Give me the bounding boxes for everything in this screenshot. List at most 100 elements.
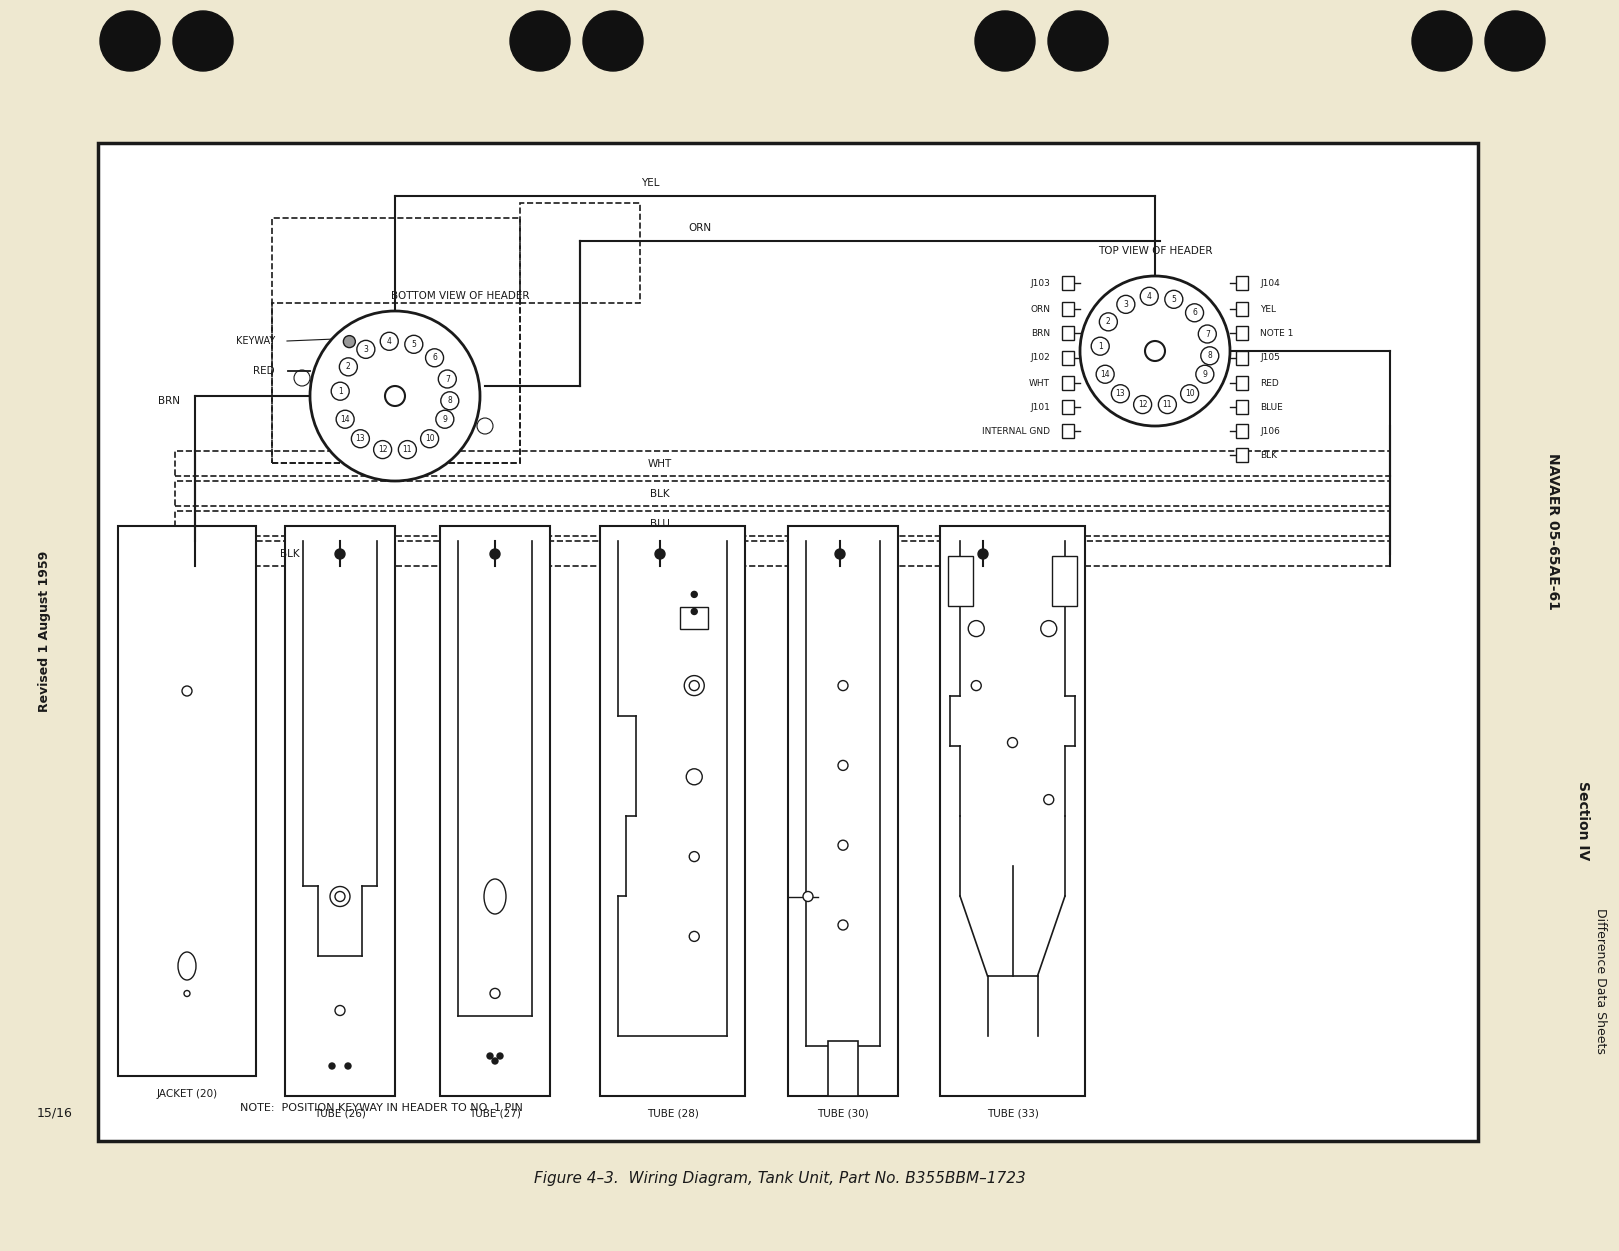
Text: YEL: YEL — [1260, 304, 1276, 314]
Text: 12: 12 — [377, 445, 387, 454]
Text: 10: 10 — [424, 434, 434, 443]
Bar — [1062, 400, 1073, 414]
Text: 9: 9 — [442, 415, 447, 424]
Text: 2: 2 — [346, 363, 351, 372]
Circle shape — [1091, 338, 1109, 355]
Text: 4: 4 — [387, 337, 392, 345]
Bar — [285, 525, 395, 1096]
Text: 8: 8 — [1208, 352, 1213, 360]
Bar — [272, 218, 520, 463]
Text: 10: 10 — [1185, 389, 1195, 398]
Circle shape — [491, 549, 500, 559]
Bar — [1052, 555, 1077, 605]
Text: TUBE (26): TUBE (26) — [314, 1108, 366, 1118]
Circle shape — [1196, 365, 1214, 383]
Text: 6: 6 — [1192, 308, 1196, 318]
Text: J104: J104 — [1260, 279, 1279, 288]
Text: BLK: BLK — [280, 549, 300, 559]
Circle shape — [583, 11, 643, 71]
Circle shape — [656, 549, 665, 559]
Text: J102: J102 — [1030, 354, 1051, 363]
Circle shape — [691, 608, 698, 614]
Bar — [118, 525, 256, 1076]
Circle shape — [686, 769, 703, 784]
Text: ORN: ORN — [688, 223, 712, 233]
Circle shape — [839, 841, 848, 851]
Text: 12: 12 — [1138, 400, 1148, 409]
Bar — [99, 143, 1478, 1141]
Circle shape — [1158, 395, 1177, 414]
Circle shape — [510, 11, 570, 71]
Bar — [175, 510, 1391, 535]
Circle shape — [436, 410, 453, 428]
Ellipse shape — [178, 952, 196, 980]
Text: RED: RED — [1260, 379, 1279, 388]
Circle shape — [340, 358, 358, 375]
Text: 13: 13 — [1115, 389, 1125, 398]
Text: BLK: BLK — [1260, 450, 1277, 459]
Bar — [1062, 424, 1073, 438]
Circle shape — [1198, 325, 1216, 343]
Circle shape — [380, 333, 398, 350]
Circle shape — [978, 549, 988, 559]
Circle shape — [975, 11, 1035, 71]
Text: 14: 14 — [340, 415, 350, 424]
Circle shape — [690, 932, 699, 942]
Text: NAVAER 05-65AE-61: NAVAER 05-65AE-61 — [1546, 453, 1561, 609]
Circle shape — [497, 1053, 504, 1060]
Text: INTERNAL GND: INTERNAL GND — [983, 427, 1051, 435]
Text: J105: J105 — [1260, 354, 1281, 363]
Circle shape — [1044, 794, 1054, 804]
Circle shape — [839, 761, 848, 771]
Bar — [1235, 327, 1248, 340]
Text: YEL: YEL — [641, 178, 659, 188]
Text: 1: 1 — [338, 387, 343, 395]
Text: Figure 4–3.  Wiring Diagram, Tank Unit, Part No. B355BBM–1723: Figure 4–3. Wiring Diagram, Tank Unit, P… — [534, 1171, 1026, 1186]
Text: 4: 4 — [1146, 291, 1151, 300]
Circle shape — [398, 440, 416, 459]
Ellipse shape — [484, 879, 507, 914]
Bar — [520, 203, 640, 303]
Text: KEYWAY: KEYWAY — [236, 337, 275, 347]
Circle shape — [343, 335, 355, 348]
Text: TUBE (28): TUBE (28) — [646, 1108, 698, 1118]
Circle shape — [329, 1063, 335, 1070]
Text: 2: 2 — [1106, 318, 1111, 327]
Circle shape — [487, 1053, 494, 1060]
Bar — [941, 525, 1085, 1096]
Circle shape — [351, 430, 369, 448]
Text: Difference Data Sheets: Difference Data Sheets — [1593, 908, 1606, 1053]
Circle shape — [335, 1006, 345, 1016]
Circle shape — [835, 549, 845, 559]
Circle shape — [335, 892, 345, 902]
Bar — [1235, 424, 1248, 438]
Bar — [1235, 400, 1248, 414]
Text: 13: 13 — [356, 434, 366, 443]
Bar — [827, 1041, 858, 1096]
Circle shape — [690, 852, 699, 862]
Text: ORN: ORN — [1030, 304, 1051, 314]
Text: 11: 11 — [403, 445, 413, 454]
Text: Section IV: Section IV — [1575, 782, 1590, 861]
Bar — [1235, 276, 1248, 290]
Circle shape — [385, 387, 405, 407]
Text: WHT: WHT — [1030, 379, 1051, 388]
Circle shape — [356, 340, 376, 358]
Circle shape — [1080, 276, 1230, 427]
Text: TOP VIEW OF HEADER: TOP VIEW OF HEADER — [1098, 246, 1213, 256]
Bar — [175, 452, 1391, 475]
Text: J101: J101 — [1030, 403, 1051, 412]
Circle shape — [1096, 365, 1114, 383]
Bar — [788, 525, 899, 1096]
Circle shape — [439, 370, 457, 388]
Bar — [949, 555, 973, 605]
Circle shape — [1412, 11, 1472, 71]
Circle shape — [1164, 290, 1183, 308]
Text: 5: 5 — [1172, 295, 1177, 304]
Text: BRN: BRN — [1031, 329, 1051, 338]
Circle shape — [100, 11, 160, 71]
Text: 8: 8 — [447, 397, 452, 405]
Bar — [1235, 301, 1248, 317]
Bar — [1062, 352, 1073, 365]
Bar — [680, 607, 708, 628]
